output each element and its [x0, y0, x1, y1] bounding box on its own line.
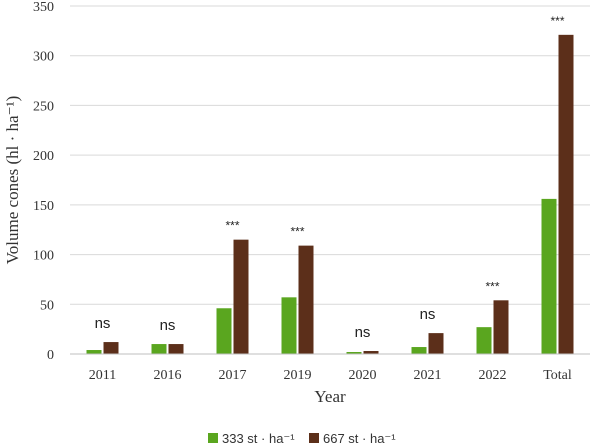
bar-667-2022: [493, 300, 509, 354]
y-tick-label: 250: [33, 99, 54, 114]
bar-333-2016: [151, 344, 167, 354]
y-tick-label: 300: [33, 50, 54, 65]
y-tick-label: 100: [33, 249, 54, 264]
significance-label-2019: ***: [290, 225, 304, 239]
significance-label-2020: ns: [355, 324, 371, 341]
significance-label-2017: ***: [225, 219, 239, 233]
x-tick-label: 2011: [89, 368, 116, 383]
bar-333-2017: [216, 308, 232, 354]
x-tick-label: Total: [543, 368, 572, 383]
bar-667-total: [558, 34, 574, 354]
x-tick-label: 2021: [414, 368, 442, 383]
legend-label-667: 667 st · ha⁻¹: [323, 431, 396, 446]
y-tick-label: 200: [33, 149, 54, 164]
x-tick-label: 2017: [219, 368, 247, 383]
bar-333-2022: [476, 327, 492, 354]
x-tick-label: 2016: [154, 368, 182, 383]
legend-label-333: 333 st · ha⁻¹: [222, 431, 295, 446]
significance-label-2011: ns: [95, 315, 111, 332]
bar-667-2019: [298, 245, 314, 354]
legend-swatch-667: [309, 433, 319, 443]
x-axis-title: Year: [314, 387, 346, 406]
x-tick-label: 2020: [349, 368, 377, 383]
bar-667-2021: [428, 333, 444, 354]
bar-667-2020: [363, 351, 379, 354]
y-axis-ticks: 0 50 100 150 200 250 300 350: [33, 0, 54, 363]
significance-label-2016: ns: [160, 317, 176, 334]
y-tick-label: 0: [47, 348, 54, 363]
legend: 333 st · ha⁻¹ 667 st · ha⁻¹: [208, 431, 396, 446]
significance-labels: ns ns *** *** ns ns *** ***: [95, 14, 565, 341]
bar-333-total: [541, 198, 557, 354]
significance-label-2022: ***: [485, 279, 499, 293]
bar-333-2020: [346, 352, 362, 354]
significance-label-2021: ns: [420, 306, 436, 323]
y-tick-label: 350: [33, 0, 54, 15]
bar-667-2016: [168, 344, 184, 354]
y-tick-label: 150: [33, 199, 54, 214]
y-axis-title: Volume cones (hl · ha⁻¹): [3, 96, 22, 265]
y-tick-label: 50: [40, 298, 54, 313]
gridlines: [70, 5, 590, 305]
bars: [86, 34, 574, 354]
bar-667-2011: [103, 342, 119, 354]
bar-333-2011: [86, 350, 102, 354]
x-tick-label: 2022: [479, 368, 507, 383]
x-axis-ticks: 2011 2016 2017 2019 2020 2021 2022 Total: [89, 368, 572, 383]
bar-667-2017: [233, 239, 249, 354]
x-tick-label: 2019: [284, 368, 312, 383]
legend-swatch-333: [208, 433, 218, 443]
significance-label-total: ***: [550, 14, 564, 28]
bar-333-2019: [281, 297, 297, 354]
bar-333-2021: [411, 347, 427, 354]
